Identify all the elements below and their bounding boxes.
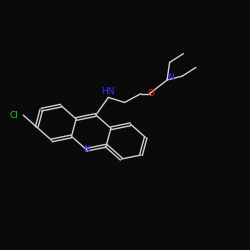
Text: N: N	[83, 145, 90, 154]
Text: Cl: Cl	[10, 110, 19, 120]
Text: O: O	[147, 89, 154, 98]
Text: N: N	[167, 73, 173, 82]
Text: HN: HN	[102, 88, 115, 96]
